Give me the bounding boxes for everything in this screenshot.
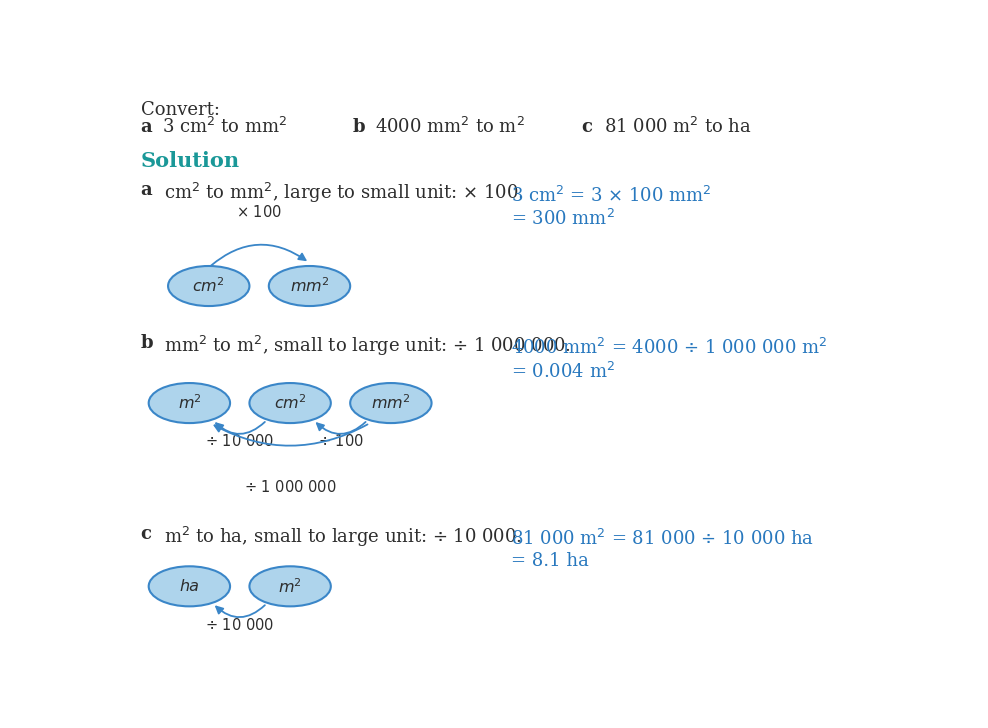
Text: = 0.004 m$^2$: = 0.004 m$^2$ (511, 362, 616, 381)
Text: mm$^2$: mm$^2$ (289, 277, 329, 296)
Text: b: b (140, 333, 153, 352)
Text: cm$^2$: cm$^2$ (193, 277, 225, 296)
Ellipse shape (350, 383, 432, 423)
Ellipse shape (269, 266, 350, 306)
Text: 4000 mm$^2$ to m$^2$: 4000 mm$^2$ to m$^2$ (375, 117, 526, 138)
Text: a: a (140, 119, 152, 136)
Text: m$^2$: m$^2$ (178, 394, 202, 412)
Ellipse shape (249, 566, 331, 606)
Text: = 8.1 ha: = 8.1 ha (511, 553, 589, 571)
Text: $\div$ 100: $\div$ 100 (317, 433, 364, 449)
Text: c: c (140, 525, 151, 542)
Ellipse shape (168, 266, 249, 306)
Text: mm$^2$ to m$^2$, small to large unit: $\div$ 1 000 000.: mm$^2$ to m$^2$, small to large unit: $\… (164, 333, 571, 358)
Text: 4000 mm$^2$ = 4000 $\div$ 1 000 000 m$^2$: 4000 mm$^2$ = 4000 $\div$ 1 000 000 m$^2… (511, 339, 828, 358)
Text: m$^2$ to ha, small to large unit: $\div$ 10 000.: m$^2$ to ha, small to large unit: $\div$… (164, 525, 522, 549)
Ellipse shape (148, 566, 230, 606)
Text: cm$^2$ to mm$^2$, large to small unit: $\times$ 100.: cm$^2$ to mm$^2$, large to small unit: $… (164, 181, 524, 205)
Text: c: c (581, 119, 592, 136)
Text: $\div$ 1 000 000: $\div$ 1 000 000 (244, 480, 336, 496)
Text: Convert:: Convert: (140, 101, 219, 119)
Text: $\div$ 10 000: $\div$ 10 000 (206, 433, 275, 449)
Text: = 300 mm$^2$: = 300 mm$^2$ (511, 209, 615, 229)
Ellipse shape (148, 383, 230, 423)
Text: $\times$ 100: $\times$ 100 (236, 204, 282, 220)
Text: a: a (140, 181, 152, 199)
Text: m$^2$: m$^2$ (279, 577, 302, 596)
Text: 3 cm$^2$ = 3 $\times$ 100 mm$^2$: 3 cm$^2$ = 3 $\times$ 100 mm$^2$ (511, 186, 711, 206)
Text: 3 cm$^2$ to mm$^2$: 3 cm$^2$ to mm$^2$ (162, 117, 288, 138)
Ellipse shape (249, 383, 331, 423)
Text: cm$^2$: cm$^2$ (274, 394, 306, 412)
Text: Solution: Solution (140, 151, 240, 170)
Text: $\div$ 10 000: $\div$ 10 000 (206, 617, 275, 633)
Text: 81 000 m$^2$ to ha: 81 000 m$^2$ to ha (604, 117, 752, 138)
Text: ha: ha (180, 579, 200, 594)
Text: mm$^2$: mm$^2$ (371, 394, 411, 412)
Text: 81 000 m$^2$ = 81 000 $\div$ 10 000 ha: 81 000 m$^2$ = 81 000 $\div$ 10 000 ha (511, 529, 814, 550)
Text: b: b (352, 119, 365, 136)
